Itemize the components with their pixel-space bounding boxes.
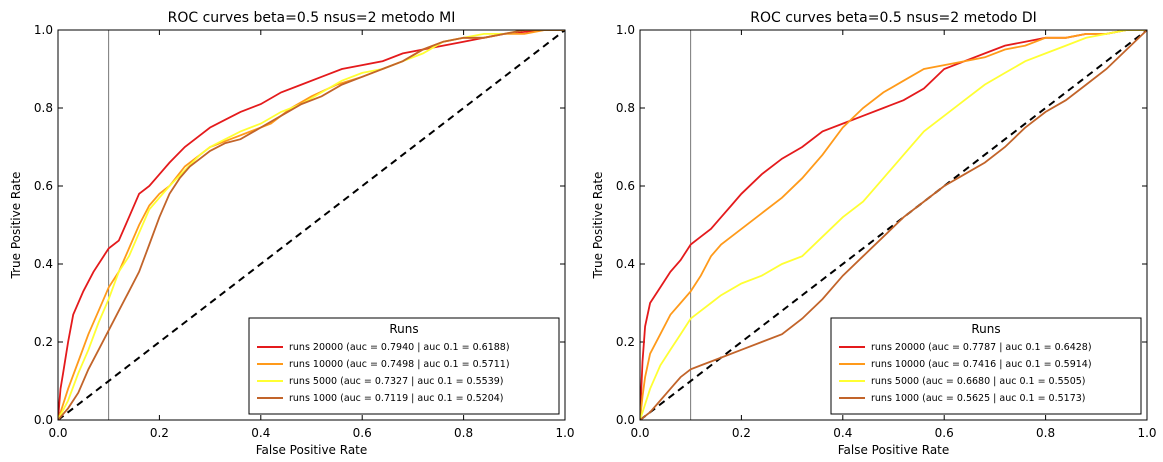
legend-entry: runs 5000 (auc = 0.6680 | auc 0.1 = 0.55… [871,376,1086,387]
legend-entry: runs 1000 (auc = 0.7119 | auc 0.1 = 0.52… [289,393,504,404]
x-tick-label: 1.0 [1137,426,1156,440]
legend-box [830,317,1142,415]
y-tick-label: 0.6 [616,179,635,193]
y-tick-label: 0.6 [34,179,53,193]
legend-entry: runs 1000 (auc = 0.5625 | auc 0.1 = 0.51… [871,393,1086,404]
legend-entry: runs 20000 (auc = 0.7940 | auc 0.1 = 0.6… [289,342,510,353]
legend-entry: runs 10000 (auc = 0.7498 | auc 0.1 = 0.5… [289,359,510,370]
plot-frame [639,29,1148,421]
chart-title: ROC curves beta=0.5 nsus=2 metodo MI [168,10,456,26]
roc-chart-2: ROC curves beta=0.5 nsus=2 metodo DI Fals… [591,10,1157,457]
y-tick-label: 0.8 [34,101,53,115]
x-tick-label: 0.0 [48,426,67,440]
legend-entry: runs 5000 (auc = 0.7327 | auc 0.1 = 0.55… [289,376,504,387]
x-tick-label: 0.8 [454,426,473,440]
y-axis-label: True Positive Rate [9,172,23,280]
x-tick-label: 1.0 [555,426,574,440]
legend: Runs runs 20000 (auc = 0.7940 | auc 0.1 =… [248,317,560,415]
x-tick-label: 0.6 [935,426,954,440]
x-axis-label: False Positive Rate [256,443,368,457]
legend-entry: runs 10000 (auc = 0.7416 | auc 0.1 = 0.5… [871,359,1092,370]
y-tick-label: 0.4 [34,257,53,271]
y-tick-label: 0.0 [34,413,53,427]
y-tick-label: 0.2 [616,335,635,349]
legend-box [248,317,560,415]
x-tick-label: 0.0 [630,426,649,440]
y-axis-label: True Positive Rate [591,172,605,280]
y-tick-label: 0.8 [616,101,635,115]
roc-curve-3 [640,30,1147,420]
x-tick-label: 0.4 [833,426,852,440]
legend-entry: runs 20000 (auc = 0.7787 | auc 0.1 = 0.6… [871,342,1092,353]
legend: Runs runs 20000 (auc = 0.7787 | auc 0.1 =… [830,317,1142,415]
x-tick-label: 0.6 [353,426,372,440]
roc-chart-1: ROC curves beta=0.5 nsus=2 metodo MI Fals… [9,10,575,457]
roc-curve-1 [58,30,565,420]
roc-curve-4 [58,30,565,420]
curves-group [640,30,1147,420]
x-tick-label: 0.2 [150,426,169,440]
x-axis-label: False Positive Rate [838,443,950,457]
x-tick-label: 0.4 [251,426,270,440]
chance-diagonal [640,30,1147,420]
y-tick-label: 1.0 [616,23,635,37]
roc-curve-1 [640,30,1147,420]
roc-curve-2 [640,30,1147,420]
chart-title: ROC curves beta=0.5 nsus=2 metodo DI [750,10,1037,26]
chance-diagonal [58,30,565,420]
plot-frame [57,29,566,421]
x-tick-label: 0.2 [732,426,751,440]
y-tick-label: 0.2 [34,335,53,349]
roc-curve-4 [640,30,1147,420]
y-tick-label: 0.0 [616,413,635,427]
curves-group [58,30,565,420]
y-tick-label: 0.4 [616,257,635,271]
legend-title: Runs [389,322,418,336]
x-tick-label: 0.8 [1036,426,1055,440]
legend-title: Runs [971,322,1000,336]
y-tick-label: 1.0 [34,23,53,37]
